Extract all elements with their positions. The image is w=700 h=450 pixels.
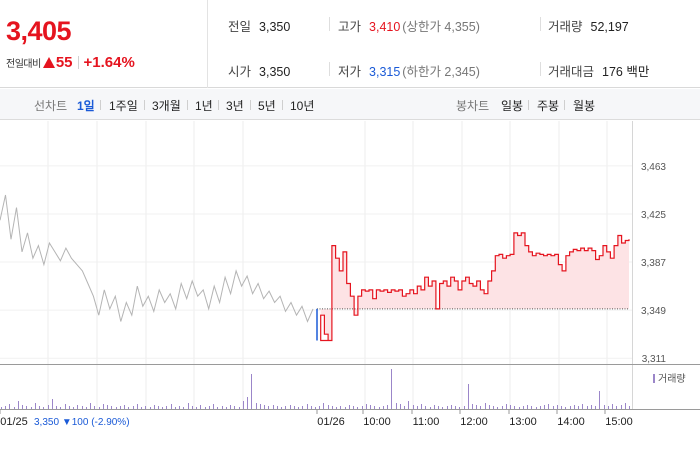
x-tick-label: 13:00 xyxy=(509,416,537,428)
divider xyxy=(528,100,529,110)
divider xyxy=(250,100,251,110)
x-tick-label: 10:00 xyxy=(363,416,391,428)
prev-day-change: ▼100 xyxy=(62,417,91,428)
stat-open: 시가 3,350 xyxy=(228,65,291,79)
price-chart-svg: 3,463 3,425 3,387 3,349 3,311 거래량 01/25 01/26 10… xyxy=(0,121,700,428)
candle-weekly-button[interactable]: 주봉 xyxy=(537,99,560,113)
prev-day-line xyxy=(0,194,314,323)
stat-high: 고가 3,410 (상한가 4,355) xyxy=(338,20,480,34)
y-tick-label: 3,349 xyxy=(641,306,666,317)
change-amount: 55 xyxy=(55,53,73,71)
candle-monthly-button[interactable]: 월봉 xyxy=(573,99,596,113)
stat-trade-value: 거래대금 176 백만 xyxy=(548,65,650,79)
divider xyxy=(218,100,219,110)
x-tick-label: 15:00 xyxy=(605,416,633,428)
current-price: 3,405 xyxy=(6,16,72,46)
line-chart-label: 선차트 xyxy=(34,99,68,113)
stat-low: 저가 3,315 (하한가 2,345) xyxy=(338,65,480,79)
period-3m-button[interactable]: 3개월 xyxy=(152,99,181,113)
stat-prev-close: 전일 3,350 xyxy=(228,20,291,34)
change-label: 전일대비 xyxy=(6,58,41,70)
candle-chart-label: 봉차트 xyxy=(456,99,490,113)
divider xyxy=(282,100,283,110)
y-tick-label: 3,387 xyxy=(641,258,666,269)
up-triangle-icon xyxy=(42,56,55,68)
stat-volume: 거래량 52,197 xyxy=(548,20,629,34)
divider xyxy=(77,55,79,69)
divider xyxy=(540,17,541,31)
period-5y-button[interactable]: 5년 xyxy=(258,99,276,113)
volume-legend-label: 거래량 xyxy=(658,373,686,385)
period-1w-button[interactable]: 1주일 xyxy=(109,99,138,113)
change-percent: +1.64% xyxy=(83,53,135,71)
prev-day-summary: 3,350 ▼100 (-2.90%) xyxy=(34,417,130,428)
period-1y-button[interactable]: 1년 xyxy=(195,99,213,113)
change-row: 전일대비 55 +1.64% xyxy=(6,53,135,71)
divider xyxy=(100,100,101,110)
period-1d-button[interactable]: 1일 xyxy=(77,99,95,113)
divider xyxy=(564,100,565,110)
x-tick-label: 01/25 xyxy=(0,416,28,428)
candle-daily-button[interactable]: 일봉 xyxy=(501,99,524,113)
volume-legend-swatch xyxy=(653,374,655,383)
period-10y-button[interactable]: 10년 xyxy=(290,99,315,113)
divider xyxy=(187,100,188,110)
prev-day-close: 3,350 xyxy=(34,417,62,428)
divider xyxy=(329,62,330,76)
divider xyxy=(144,100,145,110)
x-tick-label: 12:00 xyxy=(460,416,488,428)
chart-period-toolbar: 선차트 1일 1주일 3개월 1년 3년 5년 10년 봉차트 일봉 주봉 월봉 xyxy=(0,89,700,120)
y-tick-label: 3,425 xyxy=(641,210,666,221)
divider xyxy=(540,62,541,76)
x-tick-label: 01/26 xyxy=(317,416,345,428)
today-line xyxy=(320,232,630,342)
prev-day-change-pct: (-2.90%) xyxy=(91,417,129,428)
y-tick-label: 3,463 xyxy=(641,162,666,173)
y-tick-label: 3,311 xyxy=(642,354,667,365)
divider xyxy=(329,17,330,31)
price-chart: 3,463 3,425 3,387 3,349 3,311 거래량 01/25 01/26 10… xyxy=(0,121,700,450)
period-3y-button[interactable]: 3년 xyxy=(226,99,244,113)
x-tick-label: 11:00 xyxy=(413,416,440,428)
quote-header: 3,405 전일대비 55 +1.64% 전일 3,350 시가 3,350 고가 3… xyxy=(0,0,700,88)
x-tick-label: 14:00 xyxy=(557,416,585,428)
price-summary: 3,405 전일대비 55 +1.64% xyxy=(0,0,208,88)
